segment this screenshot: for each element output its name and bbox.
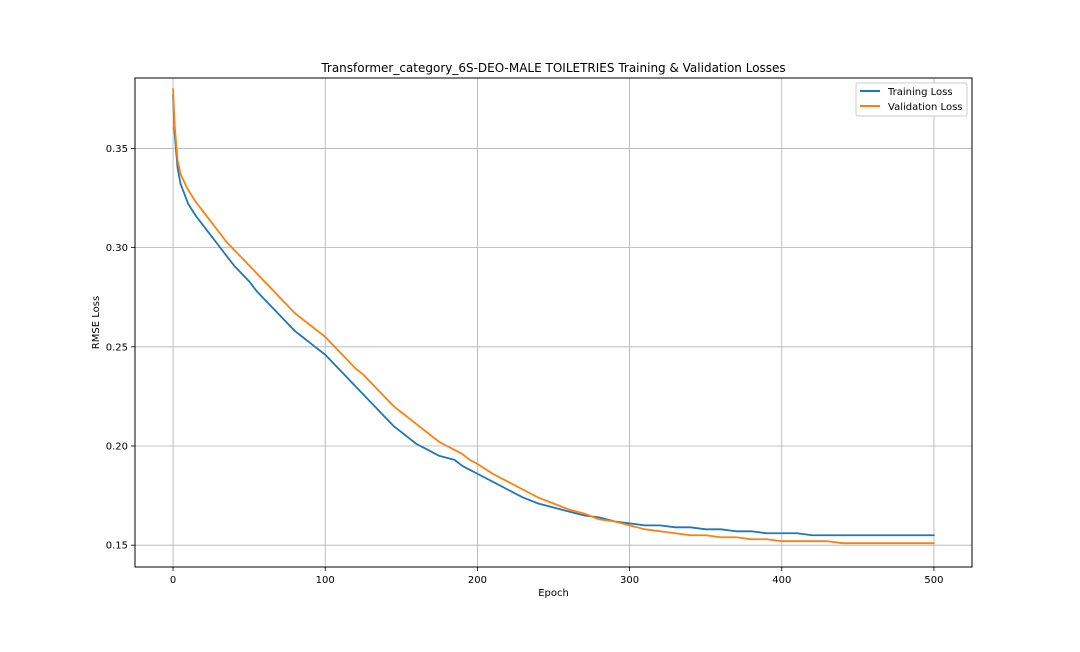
x-tick-label: 300 [620,575,639,586]
y-axis-ticks: 0.15 0.20 0.25 0.30 0.35 [106,144,135,552]
y-tick-label: 0.35 [106,144,128,155]
x-tick-label: 100 [316,575,335,586]
plot-area [135,78,972,567]
legend-training-label: Training Loss [887,87,953,98]
x-axis-label: Epoch [538,588,569,599]
x-tick-label: 0 [170,575,176,586]
x-tick-label: 500 [924,575,943,586]
plot-frame [134,77,973,568]
legend: Training Loss Validation Loss [855,82,968,117]
x-grid [172,78,935,567]
legend-box [855,82,968,117]
training-loss-line [172,93,935,537]
y-axis-label: RMSE Loss [91,296,102,349]
x-tick-label: 400 [772,575,791,586]
y-tick-label: 0.25 [106,342,128,353]
chart-title: Transformer_category_6S-DEO-MALE TOILETR… [320,61,785,75]
y-tick-label: 0.15 [106,541,128,552]
x-tick-label: 200 [468,575,487,586]
y-tick-label: 0.20 [106,441,128,452]
series-layer [172,88,935,545]
legend-validation-label: Validation Loss [888,102,963,113]
x-axis-ticks: 0 100 200 300 400 500 [170,567,944,586]
y-tick-label: 0.30 [106,243,128,254]
validation-loss-line [172,88,935,545]
y-grid [135,148,972,546]
